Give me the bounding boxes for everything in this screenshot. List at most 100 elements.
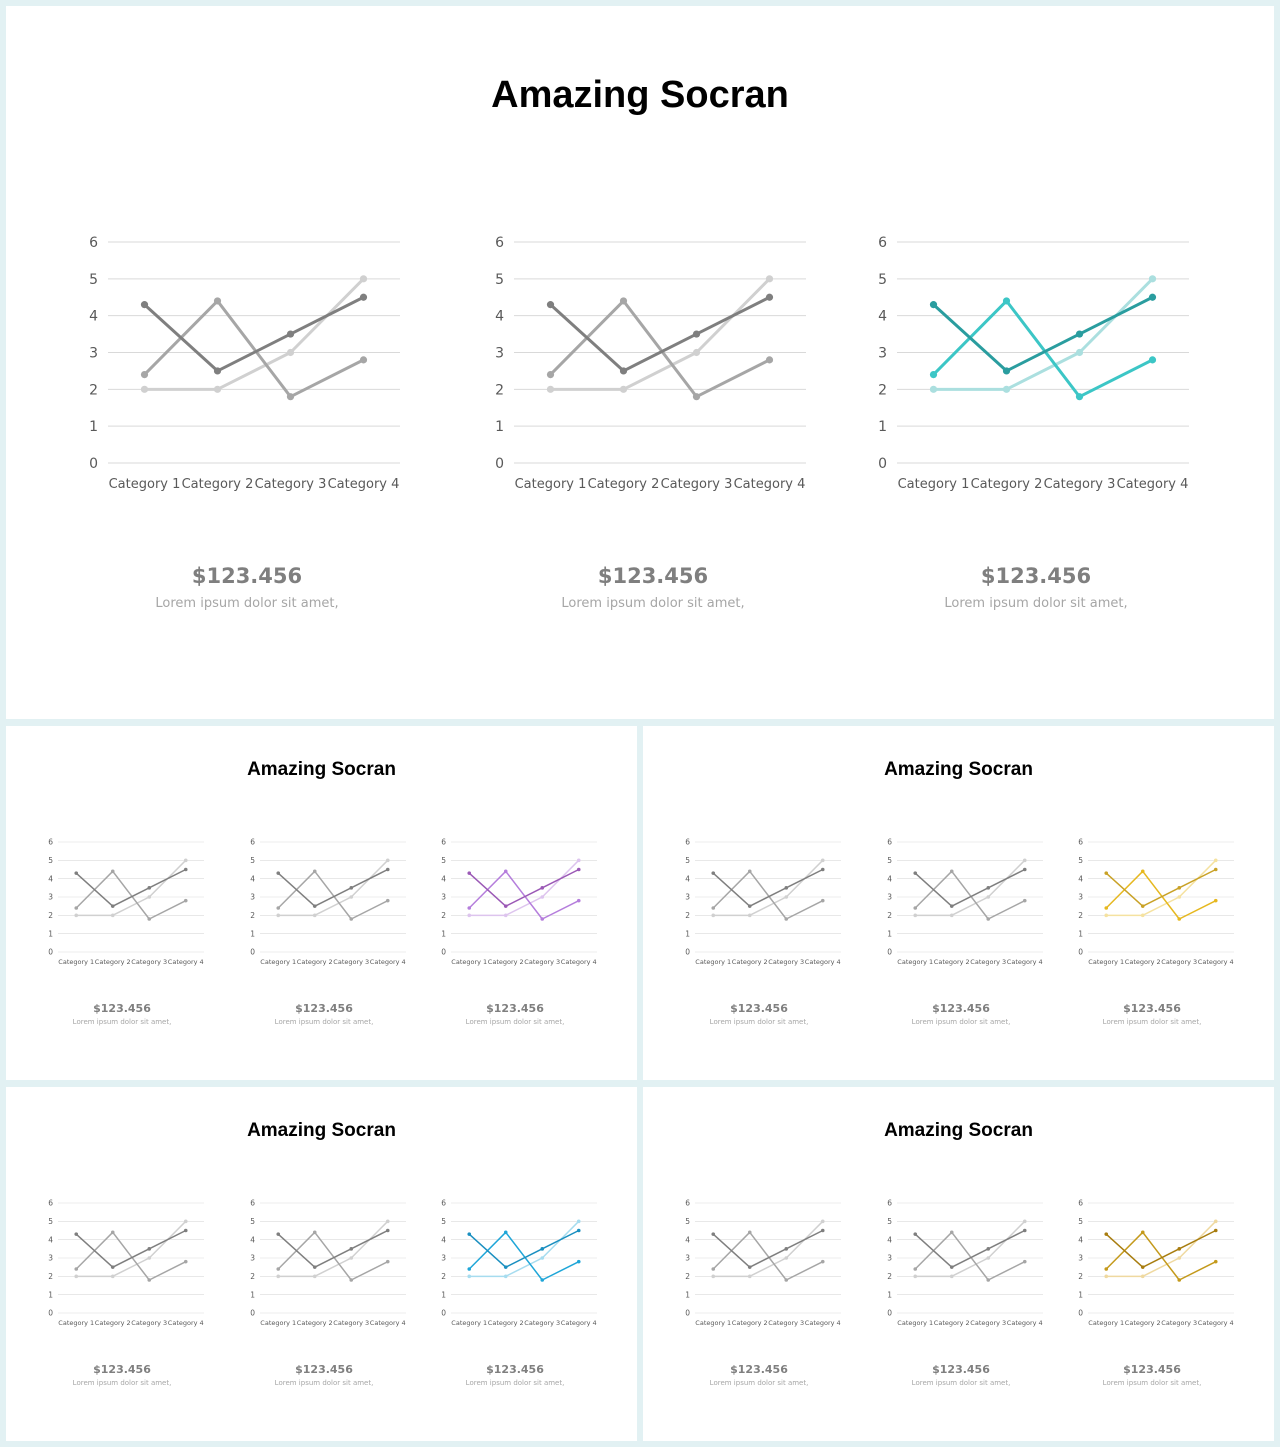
x-category-label: Category 4 xyxy=(805,958,841,966)
y-tick-label: 3 xyxy=(1078,893,1083,902)
data-point xyxy=(1140,904,1145,908)
x-category-label: Category 3 xyxy=(131,958,167,966)
panel-caption: Lorem ipsum dolor sit amet, xyxy=(911,1379,1011,1387)
x-category-label: Category 3 xyxy=(1161,958,1197,966)
data-point xyxy=(312,1265,317,1269)
data-point xyxy=(576,858,581,863)
data-point xyxy=(949,1230,954,1235)
series-line-1 xyxy=(143,295,365,373)
data-point xyxy=(1104,1274,1109,1279)
y-tick-label: 6 xyxy=(250,838,255,847)
data-point xyxy=(312,904,317,908)
data-point xyxy=(1177,1256,1182,1260)
data-point xyxy=(692,393,701,401)
y-tick-label: 6 xyxy=(1078,838,1083,847)
chart-panel: 0 1 2 3 4 5 6 Category 1 Category 2 Category 3 Cat… xyxy=(663,1197,843,1407)
y-tick-label: 3 xyxy=(878,346,887,362)
data-point xyxy=(1002,385,1011,393)
data-point xyxy=(784,1278,789,1282)
data-point xyxy=(385,867,390,872)
data-point xyxy=(784,1247,789,1251)
x-category-label: Category 1 xyxy=(451,1319,487,1327)
x-category-label: Category 2 xyxy=(95,1319,131,1327)
y-tick-label: 0 xyxy=(1078,948,1083,957)
data-point xyxy=(692,330,701,338)
slide-thumbnail-1[interactable]: Amazing Socran 0 1 2 3 4 5 6 Category 1 Category… xyxy=(6,726,637,1080)
data-point xyxy=(540,1247,545,1251)
data-point xyxy=(276,1274,281,1279)
data-point xyxy=(286,348,295,357)
data-point xyxy=(385,1219,390,1224)
x-category-label: Category 2 xyxy=(488,958,524,966)
y-tick-label: 0 xyxy=(685,948,690,957)
y-tick-label: 4 xyxy=(48,874,53,883)
data-point xyxy=(276,871,281,875)
slide-title: Amazing Socran xyxy=(884,759,1033,780)
data-point xyxy=(765,356,774,364)
slide-thumbnail-3[interactable]: Amazing Socran 0 1 2 3 4 5 6 Category 1 Category… xyxy=(6,1087,637,1441)
data-point xyxy=(820,898,825,903)
x-category-label: Category 1 xyxy=(109,477,181,492)
data-point xyxy=(747,904,752,908)
line-chart: 0 1 2 3 4 5 6 Category 1 Category 2 Category 3 Cat… xyxy=(495,235,806,492)
panel-caption: Lorem ipsum dolor sit amet, xyxy=(465,1379,565,1387)
data-point xyxy=(349,886,354,890)
chart-panel: 0 1 2 3 4 5 6 Category 1 Category 2 Category 3 Cat… xyxy=(1056,1197,1236,1407)
series-line-1 xyxy=(75,868,187,907)
y-tick-label: 5 xyxy=(441,856,446,865)
data-point xyxy=(183,858,188,863)
data-point xyxy=(929,301,938,309)
x-category-label: Category 3 xyxy=(768,958,804,966)
data-point xyxy=(385,1259,390,1264)
data-point xyxy=(1075,393,1084,401)
y-tick-label: 3 xyxy=(887,893,892,902)
panel-value: $123.456 xyxy=(730,1002,788,1015)
x-category-label: Category 3 xyxy=(333,1319,369,1327)
y-tick-label: 4 xyxy=(685,874,690,883)
x-category-label: Category 2 xyxy=(934,1319,970,1327)
data-point xyxy=(1213,1259,1218,1264)
data-point xyxy=(1148,293,1157,301)
panel-caption: Lorem ipsum dolor sit amet, xyxy=(561,596,745,611)
data-point xyxy=(276,906,281,910)
slide-thumbnail-4[interactable]: Amazing Socran 0 1 2 3 4 5 6 Category 1 Category… xyxy=(643,1087,1274,1441)
panel-caption: Lorem ipsum dolor sit amet, xyxy=(1102,1018,1202,1026)
data-point xyxy=(1022,1259,1027,1264)
data-point xyxy=(183,1219,188,1224)
data-point xyxy=(183,898,188,903)
data-point xyxy=(147,1247,152,1251)
data-point xyxy=(1022,867,1027,872)
chart-panel: 0 1 2 3 4 5 6 Category 1 Category 2 Category 3 Cat… xyxy=(228,836,408,1046)
data-point xyxy=(949,904,954,908)
y-tick-label: 4 xyxy=(441,874,446,883)
data-point xyxy=(1213,1228,1218,1233)
x-category-label: Category 1 xyxy=(1088,1319,1124,1327)
y-tick-label: 1 xyxy=(887,929,892,938)
y-tick-label: 2 xyxy=(1078,911,1083,920)
data-point xyxy=(286,330,295,338)
data-point xyxy=(147,1256,152,1260)
y-tick-label: 1 xyxy=(685,929,690,938)
chart-panel: 0 1 2 3 4 5 6 Category 1 Category 2 Category 3 Cat… xyxy=(26,836,206,1046)
y-tick-label: 0 xyxy=(878,456,887,472)
x-category-label: Category 1 xyxy=(515,477,587,492)
data-point xyxy=(140,385,149,393)
y-tick-label: 3 xyxy=(685,1254,690,1263)
data-point xyxy=(820,1228,825,1233)
data-point xyxy=(467,871,472,875)
data-point xyxy=(986,1278,991,1282)
line-chart: 0 1 2 3 4 5 6 Category 1 Category 2 Category 3 Cat… xyxy=(1078,838,1234,966)
data-point xyxy=(359,275,368,283)
data-point xyxy=(820,867,825,872)
data-point xyxy=(503,904,508,908)
x-category-label: Category 2 xyxy=(971,477,1043,492)
slide-thumbnail-2[interactable]: Amazing Socran 0 1 2 3 4 5 6 Category 1 Category… xyxy=(643,726,1274,1080)
data-point xyxy=(576,898,581,903)
line-chart: 0 1 2 3 4 5 6 Category 1 Category 2 Category 3 Cat… xyxy=(887,838,1043,966)
data-point xyxy=(986,1247,991,1251)
panel-value: $123.456 xyxy=(1123,1363,1181,1376)
slide-title: Amazing Socran xyxy=(247,759,396,780)
y-tick-label: 1 xyxy=(441,1290,446,1299)
chart-panel: 0 1 2 3 4 5 6 Category 1 Category 2 Category 3 Cat… xyxy=(46,228,406,648)
y-tick-label: 3 xyxy=(250,1254,255,1263)
